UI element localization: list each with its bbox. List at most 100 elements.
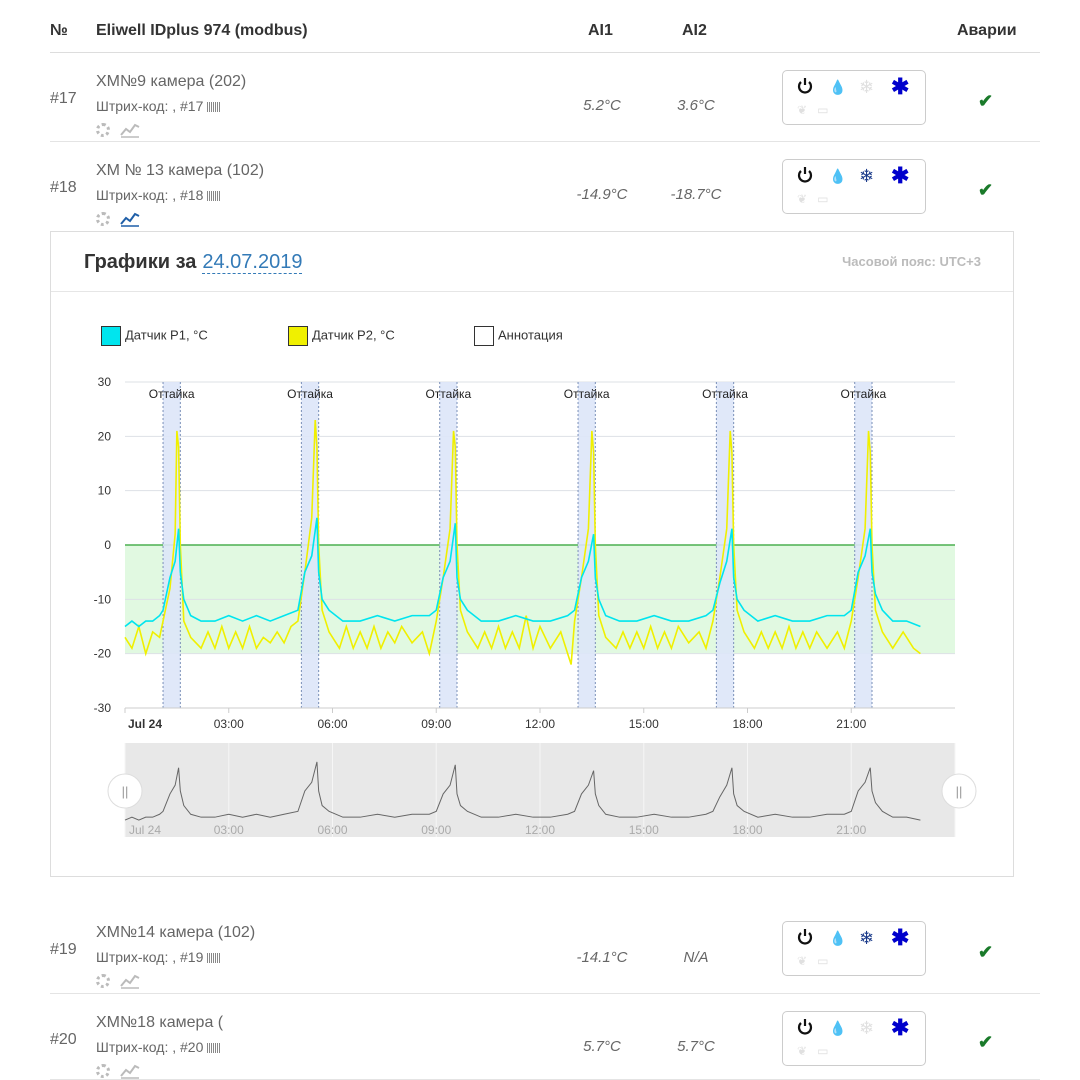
row-ai2-value: -18.7°C bbox=[670, 186, 722, 203]
folder-icon: ▭ bbox=[817, 192, 829, 206]
row-actions bbox=[96, 1062, 140, 1079]
chart-icon[interactable] bbox=[120, 973, 140, 989]
chart-series-line-p1 bbox=[124, 517, 921, 628]
row-barcode: Штрих-код: , #19 bbox=[96, 949, 222, 965]
snowflake-icon: ❄ bbox=[859, 77, 875, 97]
row-ai1-value: 5.7°C bbox=[583, 1038, 621, 1055]
header-device: Eliwell IDplus 974 (modbus) bbox=[96, 22, 308, 39]
row-number: #19 bbox=[50, 941, 77, 958]
table-row[interactable]: #19 ХМ№14 камера (102) Штрих-код: , #19 … bbox=[50, 877, 1040, 994]
header-ai1: AI1 bbox=[588, 22, 613, 39]
chart-icon[interactable] bbox=[120, 211, 140, 227]
chart-navigator-tick-label: 15:00 bbox=[629, 823, 659, 837]
row-ai2-value: N/A bbox=[683, 949, 709, 966]
device-controls[interactable]: 💧 ❄ ✱ ❦ ▭ bbox=[782, 1011, 926, 1066]
row-actions bbox=[96, 210, 140, 227]
gear-icon[interactable] bbox=[96, 122, 110, 137]
row-barcode-text: Штрих-код: , #20 bbox=[96, 1039, 204, 1055]
power-icon[interactable] bbox=[797, 1018, 813, 1040]
alarm-ok-icon: ✔ bbox=[978, 1032, 994, 1052]
row-barcode: Штрих-код: , #18 bbox=[96, 187, 222, 203]
chart-icon[interactable] bbox=[120, 122, 140, 138]
chart-icon[interactable] bbox=[120, 1063, 140, 1079]
navigator-handle-right[interactable] bbox=[941, 773, 977, 809]
chart-annotation-label: Оттайка bbox=[702, 387, 748, 401]
row-actions bbox=[96, 121, 140, 138]
table-row[interactable]: #17 ХМ№9 камера (202) Штрих-код: , #17 5… bbox=[50, 53, 1040, 142]
snowflake-icon: ❄ bbox=[859, 1018, 875, 1038]
chart-x-tick-label: 06:00 bbox=[317, 717, 347, 731]
row-device-name[interactable]: ХМ№14 камера (102) bbox=[96, 924, 256, 941]
gear-icon[interactable] bbox=[96, 1063, 110, 1078]
table-row[interactable]: #20 ХМ№18 камера ( Штрих-код: , #20 5.7°… bbox=[50, 994, 1040, 1080]
device-controls[interactable]: 💧 ❄ ✱ ❦ ▭ bbox=[782, 70, 926, 125]
header-ai2: AI2 bbox=[682, 22, 707, 39]
chart-panel: Графики за 24.07.2019 Часовой пояс: UTC+3… bbox=[50, 231, 1014, 877]
device-controls[interactable]: 💧 ❄ ✱ ❦ ▭ bbox=[782, 159, 926, 214]
header-num: № bbox=[50, 22, 68, 39]
table-header: № Eliwell IDplus 974 (modbus) AI1 AI2 Ав… bbox=[50, 0, 1040, 53]
row-ai2-value: 5.7°C bbox=[677, 1038, 715, 1055]
chart-date-picker[interactable]: 24.07.2019 bbox=[202, 251, 303, 274]
chart-navigator-tick-label: 18:00 bbox=[732, 823, 762, 837]
navigator-handle-left[interactable] bbox=[107, 773, 143, 809]
power-icon[interactable] bbox=[797, 928, 813, 950]
drop-icon: 💧 bbox=[829, 1020, 847, 1036]
legend-label-annotation: Аннотация bbox=[498, 327, 563, 343]
barcode-icon bbox=[207, 1043, 222, 1053]
drop-icon: 💧 bbox=[829, 79, 847, 95]
chart-annotation-label: Оттайка bbox=[425, 387, 471, 401]
chart-title: Графики за 24.07.2019 bbox=[84, 251, 303, 274]
legend-swatch-p2 bbox=[288, 326, 308, 346]
row-barcode-text: Штрих-код: , #17 bbox=[96, 98, 204, 114]
chart-navigator-tick-label: 03:00 bbox=[214, 823, 244, 837]
row-barcode-text: Штрих-код: , #18 bbox=[96, 187, 204, 203]
row-device-name[interactable]: ХМ № 13 камера (102) bbox=[96, 162, 265, 179]
chart-y-tick-label: 10 bbox=[98, 484, 112, 498]
chart-annotation-band bbox=[163, 382, 181, 708]
device-controls[interactable]: 💧 ❄ ✱ ❦ ▭ bbox=[782, 921, 926, 976]
device-secondary-icons: ❦ ▭ bbox=[797, 1044, 828, 1058]
drop-icon: 💧 bbox=[829, 168, 847, 184]
fan-icon: ✱ bbox=[891, 74, 910, 99]
snowflake-icon: ❄ bbox=[859, 166, 875, 186]
chart-x-tick-label: 18:00 bbox=[732, 717, 762, 731]
leaf-icon: ❦ bbox=[797, 103, 808, 117]
table-row[interactable]: #18 ХМ № 13 камера (102) Штрих-код: , #1… bbox=[50, 142, 1040, 231]
row-device-name[interactable]: ХМ№9 камера (202) bbox=[96, 73, 247, 90]
power-icon[interactable] bbox=[797, 166, 813, 188]
row-barcode-text: Штрих-код: , #19 bbox=[96, 949, 204, 965]
gear-icon[interactable] bbox=[96, 211, 110, 226]
legend-item-p1[interactable]: Датчик P1, °C bbox=[101, 326, 208, 346]
chart-y-tick-label: 0 bbox=[104, 538, 111, 552]
leaf-icon: ❦ bbox=[797, 954, 808, 968]
row-ai2-value: 3.6°C bbox=[677, 97, 715, 114]
fan-icon: ✱ bbox=[891, 163, 910, 188]
chart-y-tick-label: -10 bbox=[94, 592, 112, 606]
leaf-icon: ❦ bbox=[797, 192, 808, 206]
gear-icon[interactable] bbox=[96, 973, 110, 988]
chart-x-tick-label: 09:00 bbox=[421, 717, 451, 731]
row-number: #18 bbox=[50, 179, 77, 196]
temperature-chart[interactable]: 30 20 10 0 -10 -20 -30 Оттайка Оттайка Оттайка Отт… bbox=[51, 232, 1015, 878]
fan-icon: ✱ bbox=[891, 925, 910, 950]
fan-icon: ✱ bbox=[891, 1015, 910, 1040]
row-ai1-value: 5.2°C bbox=[583, 97, 621, 114]
legend-label-p2: Датчик P2, °C bbox=[312, 327, 395, 343]
chart-x-tick-label: 12:00 bbox=[525, 717, 555, 731]
power-icon[interactable] bbox=[797, 77, 813, 99]
row-ai1-value: -14.1°C bbox=[576, 949, 628, 966]
barcode-icon bbox=[207, 102, 222, 112]
barcode-icon bbox=[207, 953, 222, 963]
alarm-ok-icon: ✔ bbox=[978, 180, 994, 200]
legend-item-p2[interactable]: Датчик P2, °C bbox=[288, 326, 395, 346]
device-secondary-icons: ❦ ▭ bbox=[797, 103, 828, 117]
device-status-icons: 💧 ❄ ✱ bbox=[783, 1015, 925, 1040]
navigator-handle-grip: || bbox=[956, 784, 963, 799]
row-actions bbox=[96, 972, 140, 989]
chart-navigator-tick-label: 09:00 bbox=[421, 823, 451, 837]
row-device-name[interactable]: ХМ№18 камера ( bbox=[96, 1014, 224, 1031]
chart-annotation-label: Оттайка bbox=[564, 387, 610, 401]
device-status-icons: 💧 ❄ ✱ bbox=[783, 74, 925, 99]
legend-item-annotation[interactable]: Аннотация bbox=[474, 326, 563, 346]
